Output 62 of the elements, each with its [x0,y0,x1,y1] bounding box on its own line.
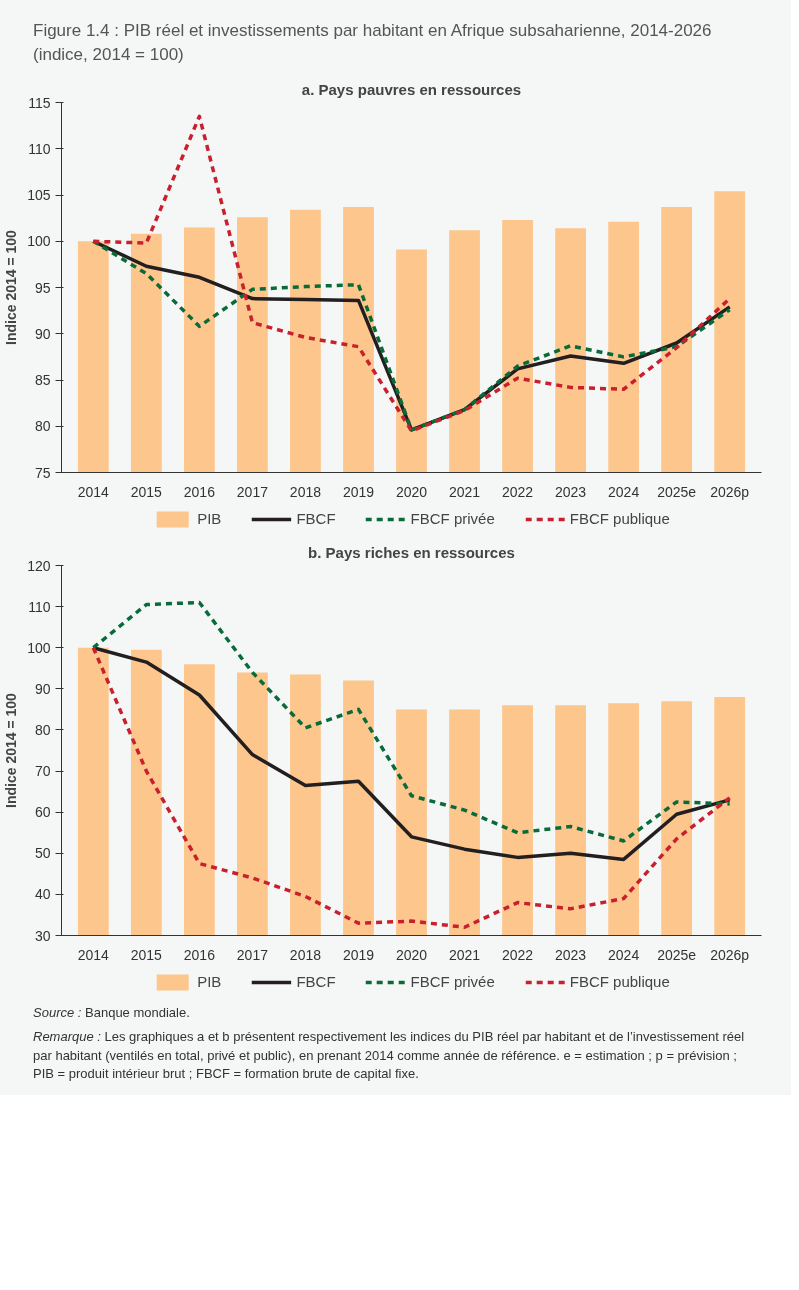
x-tick-label: 2024 [608,483,640,500]
x-tick-label: 2015 [130,946,163,963]
x-tick-label: 2017 [236,483,269,500]
y-tick-label: 40 [34,885,51,902]
line-series [91,645,732,929]
y-tick-label: 50 [34,844,51,861]
chart-title: b. Pays riches en ressources [308,543,515,561]
y-tick-label: 60 [34,803,51,820]
x-tick-label: 2025e [657,946,697,963]
y-tick-label: 90 [34,325,51,342]
x-tick-label: 2017 [236,946,269,963]
x-tick-label: 2026p [710,946,750,963]
y-tick-label: 100 [27,639,51,656]
x-tick-label: 2018 [289,483,322,500]
x-tick-label: 2016 [183,946,216,963]
legend-label: PIB [197,973,222,991]
y-tick-label: 115 [28,94,51,111]
legend-label: FBCF privée [410,973,495,991]
x-tick-label: 2024 [608,946,640,963]
x-tick-label: 2023 [555,946,587,963]
x-tick-label: 2019 [342,483,375,500]
legend-label: FBCF [296,510,336,528]
y-tick-label: 90 [34,680,51,697]
y-tick-label: 95 [34,279,51,296]
x-tick-label: 2021 [448,483,481,500]
y-tick-label: 80 [34,417,51,434]
x-tick-label: 2016 [183,483,216,500]
legend-label: FBCF [296,973,336,991]
y-tick-label: 120 [27,557,51,574]
y-tick-label: 80 [34,721,51,738]
y-tick-label: 30 [34,927,51,944]
y-axis-title: Indice 2014 = 100 [3,229,20,345]
x-tick-label: 2018 [289,946,322,963]
y-axis-title: Indice 2014 = 100 [3,692,20,808]
x-tick-label: 2020 [395,946,428,963]
x-tick-label: 2022 [501,946,534,963]
x-tick-label: 2025e [657,483,697,500]
y-tick-label: 110 [28,598,51,615]
source-note: Source : Banque mondiale. [33,1003,191,1022]
legend-label: FBCF privée [410,510,495,528]
x-tick-label: 2022 [501,483,534,500]
y-tick-label: 85 [34,371,51,388]
chart-subtitle: a. Pays pauvres en ressources [301,80,522,98]
y-tick-label: 100 [27,232,51,249]
text: Remarque : Les graphiques a et b présentent respectivement les indices du PIB réel par habitant et de l’investissement réel par habitant (ventilés en total, privé et public), en prenant 2014 comme année de référence. e = estimation ; p = prévision ; PIB = produit intérieur brut ; FBCF = formation brute de capital fixe. [33,1028,745,1084]
y-tick-label: 105 [27,186,51,203]
legend-label: FBCF publique [569,510,670,528]
legend-label: PIB [197,510,222,528]
line-series [91,600,732,843]
chart-title: Figure 1.4 : PIB réel et investissements par habitant en Afrique subsaharienne, 2014-2026 (indice, 2014 = 100) [33,20,713,67]
x-tick-label: 2014 [77,946,110,963]
x-tick-label: 2015 [130,483,163,500]
x-tick-label: 2020 [395,483,428,500]
y-tick-label: 70 [34,762,51,779]
x-tick-label: 2019 [342,946,375,963]
x-tick-label: 2026p [710,483,750,500]
x-tick-label: 2014 [77,483,110,500]
legend-label: FBCF publique [569,973,670,991]
y-tick-label: 110 [28,140,51,157]
x-tick-label: 2021 [448,946,481,963]
x-tick-label: 2023 [555,483,587,500]
y-tick-label: 75 [34,464,51,481]
